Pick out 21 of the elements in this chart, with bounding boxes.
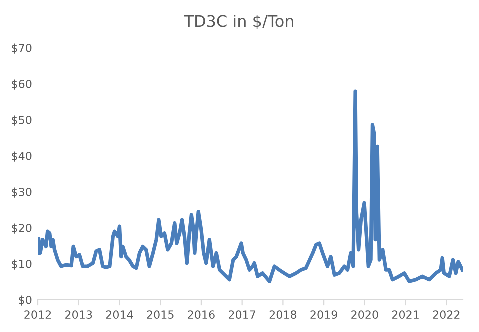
- x-tick-label: 2018: [270, 310, 297, 320]
- y-tick-label: $10: [12, 260, 32, 270]
- chart-title: TD3C in $/Ton: [184, 14, 294, 30]
- y-tick-label: $0: [19, 296, 32, 306]
- x-tick-label: 2017: [229, 310, 256, 320]
- x-tick-label: 2014: [106, 310, 134, 320]
- x-tick-label: 2012: [24, 310, 52, 320]
- x-tick-label: 2020: [352, 310, 378, 320]
- line-series: [38, 90, 463, 284]
- y-tick-label: $20: [12, 224, 32, 234]
- x-tick-label: 2015: [147, 310, 174, 320]
- y-tick-label: $70: [12, 44, 32, 54]
- y-tick-label: $60: [12, 80, 32, 90]
- y-tick-label: $30: [12, 188, 32, 198]
- y-tick-label: $50: [12, 116, 32, 126]
- x-tick-label: 2021: [392, 310, 419, 320]
- y-tick-label: $40: [12, 152, 32, 162]
- x-tick-label: 2019: [310, 310, 338, 320]
- x-tick-label: 2016: [188, 310, 215, 320]
- x-tick-label: 2013: [66, 310, 92, 320]
- x-tick-label: 2022: [433, 310, 460, 320]
